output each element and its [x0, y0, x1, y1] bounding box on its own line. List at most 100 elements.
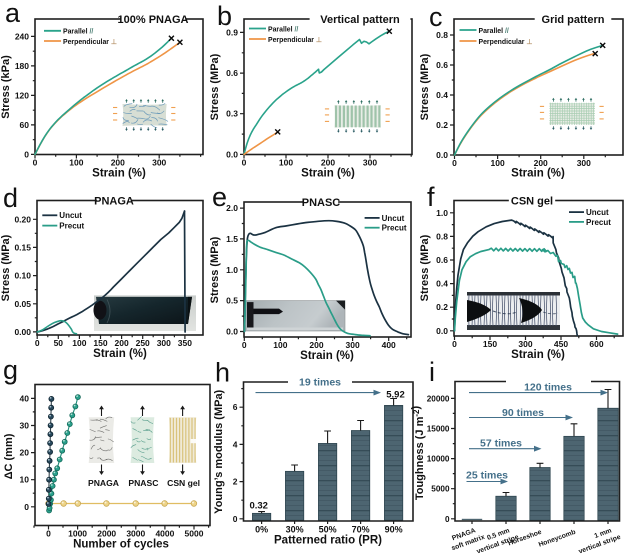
svg-text:CSN gel: CSN gel [167, 478, 200, 488]
svg-text:f: f [427, 182, 435, 212]
svg-text:0.0: 0.0 [226, 149, 238, 159]
svg-text:15000: 15000 [427, 425, 450, 434]
svg-text:100: 100 [69, 158, 83, 168]
svg-text:100% PNAGA: 100% PNAGA [118, 14, 189, 26]
svg-text:Stress (MPa): Stress (MPa) [209, 53, 221, 120]
svg-text:Perpendicular ⊥: Perpendicular ⊥ [63, 38, 117, 46]
svg-text:b: b [217, 1, 232, 31]
svg-text:30: 30 [20, 421, 30, 431]
svg-text:0: 0 [24, 149, 29, 159]
svg-text:300: 300 [346, 340, 360, 350]
svg-text:a: a [5, 0, 21, 28]
svg-text:0.2: 0.2 [436, 302, 448, 312]
svg-text:PNASC: PNASC [128, 478, 158, 488]
svg-text:3000: 3000 [126, 529, 145, 539]
svg-text:0.4: 0.4 [436, 90, 448, 100]
svg-text:0: 0 [452, 158, 457, 168]
svg-text:10000: 10000 [427, 455, 450, 464]
svg-text:0: 0 [242, 340, 247, 350]
svg-text:0.0: 0.0 [436, 326, 448, 336]
svg-text:h: h [215, 358, 230, 388]
svg-text:Parallel //: Parallel // [268, 26, 298, 33]
svg-text:40: 40 [20, 393, 30, 403]
svg-text:1000: 1000 [68, 529, 87, 539]
svg-text:100: 100 [72, 338, 86, 348]
svg-text:4000: 4000 [155, 529, 174, 539]
svg-text:0.32: 0.32 [249, 501, 268, 512]
svg-text:Strain (%): Strain (%) [93, 348, 147, 360]
svg-text:19 times: 19 times [299, 377, 341, 389]
svg-text:Vertical pattern: Vertical pattern [320, 14, 400, 26]
svg-text:200: 200 [111, 158, 125, 168]
svg-text:0.2: 0.2 [436, 120, 448, 130]
svg-text:300: 300 [152, 158, 166, 168]
svg-text:Strain (%): Strain (%) [92, 168, 146, 180]
svg-text:Stress (kPa): Stress (kPa) [0, 55, 12, 119]
svg-text:200: 200 [115, 338, 129, 348]
svg-text:0.3: 0.3 [226, 109, 238, 119]
svg-text:4: 4 [233, 439, 238, 449]
svg-text:200: 200 [534, 158, 548, 168]
svg-text:0.20: 0.20 [14, 214, 31, 224]
svg-text:2000: 2000 [97, 529, 116, 539]
svg-text:Precut: Precut [59, 222, 84, 231]
svg-text:0%: 0% [255, 525, 268, 535]
svg-text:0: 0 [452, 339, 457, 349]
svg-text:CSN gel: CSN gel [511, 195, 553, 207]
svg-text:30%: 30% [286, 525, 304, 535]
svg-text:Stress (MPa): Stress (MPa) [0, 234, 12, 301]
svg-text:0.8: 0.8 [436, 231, 448, 241]
svg-text:Toughness (J m-2): Toughness (J m-2) [410, 406, 426, 501]
svg-text:300: 300 [518, 339, 532, 349]
svg-text:400: 400 [382, 340, 396, 350]
svg-text:Parallel //: Parallel // [479, 28, 509, 35]
svg-text:150: 150 [483, 339, 497, 349]
svg-text:e: e [212, 182, 227, 212]
svg-text:120: 120 [15, 90, 29, 100]
svg-text:200: 200 [321, 158, 335, 168]
svg-text:Patterned ratio (PR): Patterned ratio (PR) [274, 535, 382, 547]
svg-text:60: 60 [20, 120, 30, 130]
svg-text:200: 200 [309, 340, 323, 350]
svg-text:0.6: 0.6 [226, 68, 238, 78]
svg-text:0.00: 0.00 [14, 327, 31, 337]
svg-text:0.8: 0.8 [436, 30, 448, 40]
svg-text:50%: 50% [319, 525, 337, 535]
svg-text:100: 100 [279, 158, 293, 168]
svg-text:Grid pattern: Grid pattern [542, 14, 605, 26]
svg-text:Uncut: Uncut [586, 208, 609, 217]
svg-text:2.0: 2.0 [226, 203, 238, 213]
svg-text:Strain (%): Strain (%) [511, 349, 565, 361]
svg-text:Precut: Precut [382, 224, 407, 233]
svg-text:0: 0 [24, 502, 29, 512]
svg-text:0.15: 0.15 [14, 242, 31, 252]
svg-text:PNAGA: PNAGA [88, 478, 119, 488]
svg-text:0: 0 [242, 158, 247, 168]
svg-text:0.9: 0.9 [226, 27, 238, 37]
svg-text:10: 10 [20, 475, 30, 485]
svg-text:0.5: 0.5 [226, 296, 238, 306]
svg-text:Perpendicular ⊥: Perpendicular ⊥ [268, 36, 322, 44]
svg-text:0.4: 0.4 [436, 279, 448, 289]
svg-text:Stress (MPa): Stress (MPa) [419, 53, 431, 120]
svg-text:180: 180 [15, 61, 29, 71]
svg-text:Strain (%): Strain (%) [300, 350, 354, 362]
svg-text:0: 0 [445, 515, 450, 524]
svg-text:0.0: 0.0 [436, 150, 448, 160]
svg-text:PNAGA: PNAGA [94, 195, 134, 207]
svg-text:1.0: 1.0 [436, 208, 448, 218]
svg-text:PNASC: PNASC [302, 197, 341, 209]
svg-text:i: i [429, 357, 435, 387]
svg-text:0.6: 0.6 [436, 60, 448, 70]
svg-text:57 times: 57 times [480, 438, 522, 450]
svg-text:0: 0 [35, 338, 40, 348]
svg-text:100: 100 [273, 340, 287, 350]
svg-text:20: 20 [20, 448, 30, 458]
svg-text:Stress (MPa): Stress (MPa) [419, 234, 431, 301]
svg-text:0.0: 0.0 [226, 327, 238, 337]
svg-text:Precut: Precut [586, 218, 611, 227]
svg-text:50: 50 [54, 338, 64, 348]
svg-text:25 times: 25 times [466, 470, 508, 482]
svg-text:5.92: 5.92 [386, 390, 405, 401]
svg-text:ΔC (mm): ΔC (mm) [3, 433, 15, 479]
